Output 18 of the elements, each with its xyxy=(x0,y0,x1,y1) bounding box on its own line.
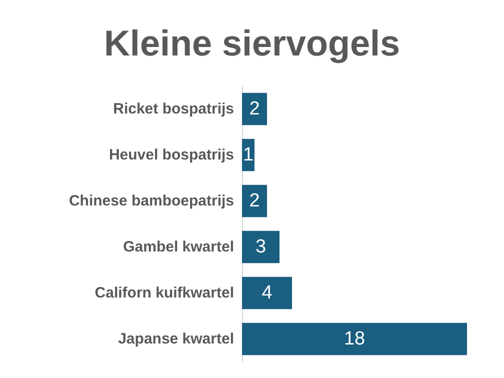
y-tick-label: Ricket bospatrijs xyxy=(113,100,234,118)
y-tick-label: Chinese bamboepatrijs xyxy=(68,192,234,210)
data-label: 2 xyxy=(249,190,260,212)
y-tick-label: Heuvel bospatrijs xyxy=(108,146,234,164)
data-label: 4 xyxy=(262,282,273,304)
data-label: 1 xyxy=(242,144,254,166)
y-tick-label: Gambel kwartel xyxy=(123,238,234,256)
chart-title: Kleine siervogels xyxy=(104,22,400,64)
bar xyxy=(242,92,267,126)
bar xyxy=(242,184,267,218)
bar xyxy=(242,276,292,310)
bar xyxy=(242,322,467,356)
data-label: 2 xyxy=(249,98,260,120)
bar xyxy=(242,230,280,264)
y-tick-label: Californ kuifkwartel xyxy=(94,284,234,302)
y-tick-label: Japanse kwartel xyxy=(118,330,234,348)
data-label: 3 xyxy=(255,236,266,258)
data-label: 18 xyxy=(344,328,366,350)
